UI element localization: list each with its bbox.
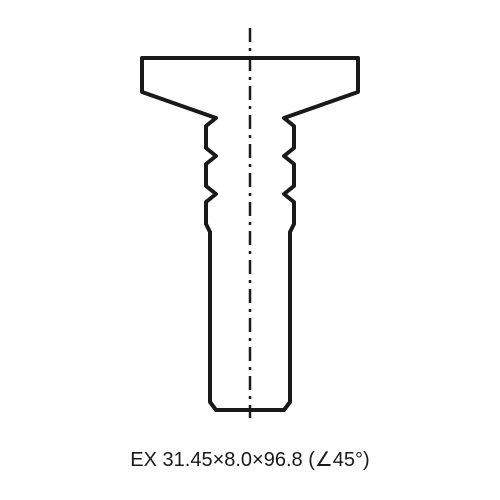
drawing-container: EX 31.45×8.0×96.8 (∠45°) — [0, 0, 500, 500]
dimension-caption: EX 31.45×8.0×96.8 (∠45°) — [0, 447, 500, 472]
valve-diagram — [0, 0, 500, 500]
